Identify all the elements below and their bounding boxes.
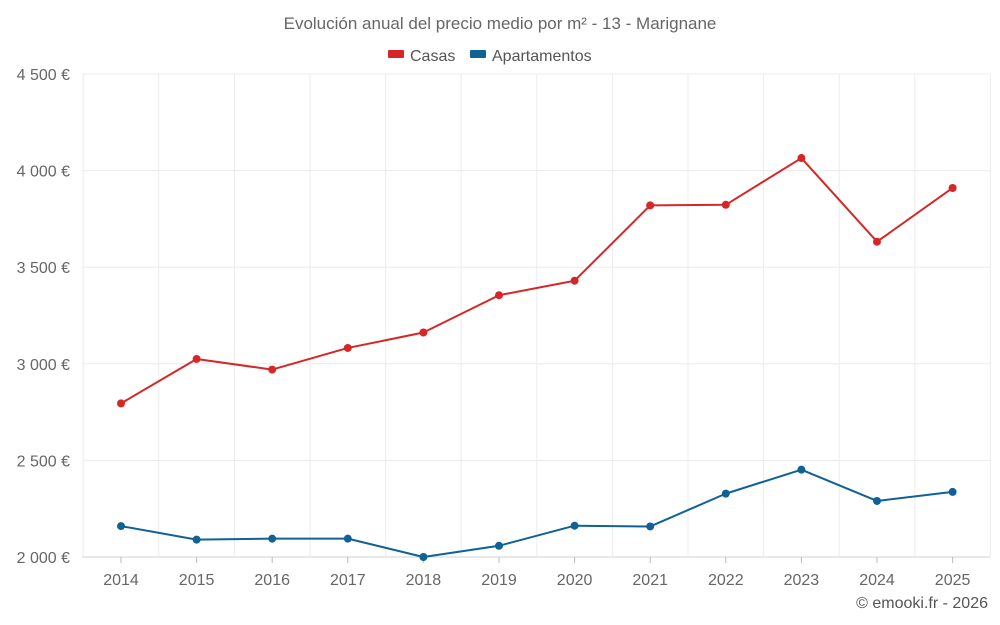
x-tick-label: 2022: [708, 572, 744, 589]
data-point[interactable]: [268, 365, 277, 374]
x-tick-label: 2023: [784, 572, 820, 589]
data-point[interactable]: [721, 489, 730, 498]
x-tick-label: 2014: [103, 572, 139, 589]
data-point[interactable]: [646, 522, 655, 531]
x-tick-label: 2017: [330, 572, 366, 589]
data-point[interactable]: [495, 291, 503, 300]
data-point[interactable]: [646, 201, 655, 210]
data-point[interactable]: [419, 553, 428, 561]
data-point[interactable]: [797, 154, 806, 163]
y-tick-label: 3 500 €: [17, 260, 70, 277]
x-tick-label: 2016: [254, 572, 290, 589]
copyright-watermark: © emooki.fr - 2026: [856, 595, 988, 612]
x-tick-label: 2025: [935, 572, 971, 589]
data-point[interactable]: [721, 200, 730, 209]
data-point[interactable]: [570, 276, 579, 285]
legend-label[interactable]: Casas: [410, 48, 455, 65]
axes: 2 000 € 2 500 € 3 000 € 3 500 € 4 000 € 4 500…: [17, 67, 971, 589]
legend-label[interactable]: Apartamentos: [492, 48, 592, 65]
y-tick-label: 2 500 €: [17, 453, 70, 470]
legend-swatch[interactable]: [388, 50, 404, 58]
data-point[interactable]: [117, 522, 125, 531]
x-tick-label: 2018: [406, 572, 442, 589]
y-tick-label: 3 000 €: [17, 357, 70, 374]
data-point[interactable]: [570, 521, 579, 530]
data-point[interactable]: [268, 534, 277, 543]
x-tick-label: 2024: [859, 572, 895, 589]
data-point[interactable]: [797, 465, 806, 474]
series-line: [120, 468, 953, 558]
data-point[interactable]: [873, 237, 881, 246]
legend: Casas Apartamentos: [388, 48, 592, 65]
y-tick-label: 4 500 €: [17, 67, 70, 84]
data-point[interactable]: [948, 487, 957, 496]
data-point[interactable]: [192, 354, 201, 363]
y-tick-label: 2 000 €: [17, 550, 70, 567]
data-point[interactable]: [117, 399, 125, 408]
grid: [82, 73, 991, 558]
data-point[interactable]: [343, 343, 352, 352]
series: [117, 154, 957, 561]
data-point[interactable]: [495, 541, 503, 550]
series-line: [120, 157, 954, 405]
x-tick-label: 2019: [481, 572, 517, 589]
data-point[interactable]: [873, 496, 881, 505]
y-tick-label: 4 000 €: [17, 164, 70, 181]
legend-swatch[interactable]: [470, 50, 486, 58]
data-point[interactable]: [192, 535, 201, 544]
x-tick-label: 2021: [632, 572, 668, 589]
chart-title: Evolución anual del precio medio por m² …: [283, 14, 717, 33]
x-tick-label: 2020: [557, 572, 593, 589]
data-point[interactable]: [948, 183, 957, 192]
data-point[interactable]: [343, 534, 352, 543]
data-point[interactable]: [419, 328, 428, 337]
x-tick-label: 2015: [179, 572, 215, 589]
